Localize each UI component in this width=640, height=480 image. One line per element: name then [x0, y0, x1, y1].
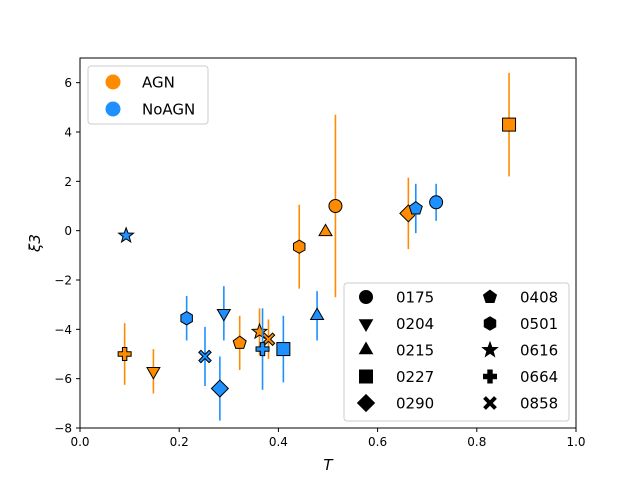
legend-marker-0215	[358, 341, 374, 355]
point-agn-0215	[318, 223, 333, 237]
marker-legend-box	[343, 282, 570, 422]
legend-marker-label-0501: 0501	[520, 315, 558, 333]
legend-marker-0204	[358, 319, 374, 332]
point-noagn-0858	[198, 349, 212, 364]
x-tick-label: 0.4	[269, 435, 288, 449]
legend-marker-label-0215: 0215	[396, 342, 434, 360]
y-tick-label: 0	[64, 224, 72, 238]
plot-frame	[79, 57, 577, 429]
x-tick-label: 1.0	[566, 435, 585, 449]
x-tick-label: 0.6	[368, 435, 387, 449]
legend-marker-0175	[359, 290, 373, 304]
point-agn-0501	[292, 239, 306, 254]
legend-marker-0501	[483, 316, 497, 331]
point-noagn-0215	[309, 307, 325, 321]
point-noagn-0227	[276, 342, 291, 357]
y-axis-label: ξ3	[26, 234, 44, 253]
legend-marker-label-0227: 0227	[396, 368, 434, 386]
legend-marker-label-0858: 0858	[520, 395, 558, 413]
y-tick-label: −4	[54, 323, 72, 337]
y-tick-label: −2	[54, 274, 72, 288]
axis-ticks-layer: 0.0 0.2 0.4 0.6 0.8 1.0 −8 −6 −4 −2 0 2 4 6	[54, 76, 585, 449]
point-agn-0175	[328, 199, 343, 213]
point-agn-0204	[146, 367, 161, 380]
legend-marker-label-0175: 0175	[396, 289, 434, 307]
legend-swatch-noagn	[105, 101, 121, 117]
data-points-layer	[117, 72, 517, 421]
legend-marker-label-0408: 0408	[520, 289, 558, 307]
legend-marker-0616	[481, 340, 499, 358]
color-legend: AGN NoAGN	[87, 65, 209, 125]
x-tick-label: 0.0	[70, 435, 89, 449]
y-tick-label: −6	[54, 372, 72, 386]
y-tick-label: 2	[64, 175, 72, 189]
point-noagn-0290	[210, 379, 230, 398]
legend-marker-label-0664: 0664	[520, 368, 558, 386]
legend-marker-label-0204: 0204	[396, 315, 434, 333]
legend-marker-0664	[483, 369, 497, 384]
marker-legend: 0175 0204 0215 0227 0290 0408 0501 0616 0664 0858	[343, 282, 570, 422]
legend-marker-0290	[356, 393, 376, 413]
x-tick-label: 0.8	[467, 435, 486, 449]
y-tick-label: −8	[54, 422, 72, 436]
legend-marker-0408	[482, 289, 498, 304]
y-tick-label: 6	[64, 76, 72, 90]
point-noagn-0204	[216, 309, 232, 322]
point-agn-0616	[250, 322, 269, 340]
point-agn-0664	[117, 347, 132, 361]
point-noagn-0616	[117, 226, 135, 244]
legend-swatch-agn	[105, 74, 121, 90]
point-noagn-0501	[180, 311, 193, 326]
legend-marker-label-0616: 0616	[520, 342, 558, 360]
point-noagn-0408	[408, 201, 423, 215]
legend-marker-label-0290: 0290	[396, 395, 434, 413]
x-tick-label: 0.2	[170, 435, 189, 449]
point-agn-0408	[232, 335, 247, 349]
point-noagn-0175	[429, 195, 444, 210]
x-axis-label: T	[323, 456, 334, 474]
legend-label-noagn: NoAGN	[142, 101, 195, 119]
legend-marker-0858	[483, 396, 497, 410]
y-tick-label: 4	[64, 126, 72, 140]
point-agn-0227	[502, 117, 517, 132]
legend-label-agn: AGN	[142, 74, 175, 92]
legend-marker-0227	[359, 369, 373, 384]
point-noagn-0664	[255, 342, 270, 357]
